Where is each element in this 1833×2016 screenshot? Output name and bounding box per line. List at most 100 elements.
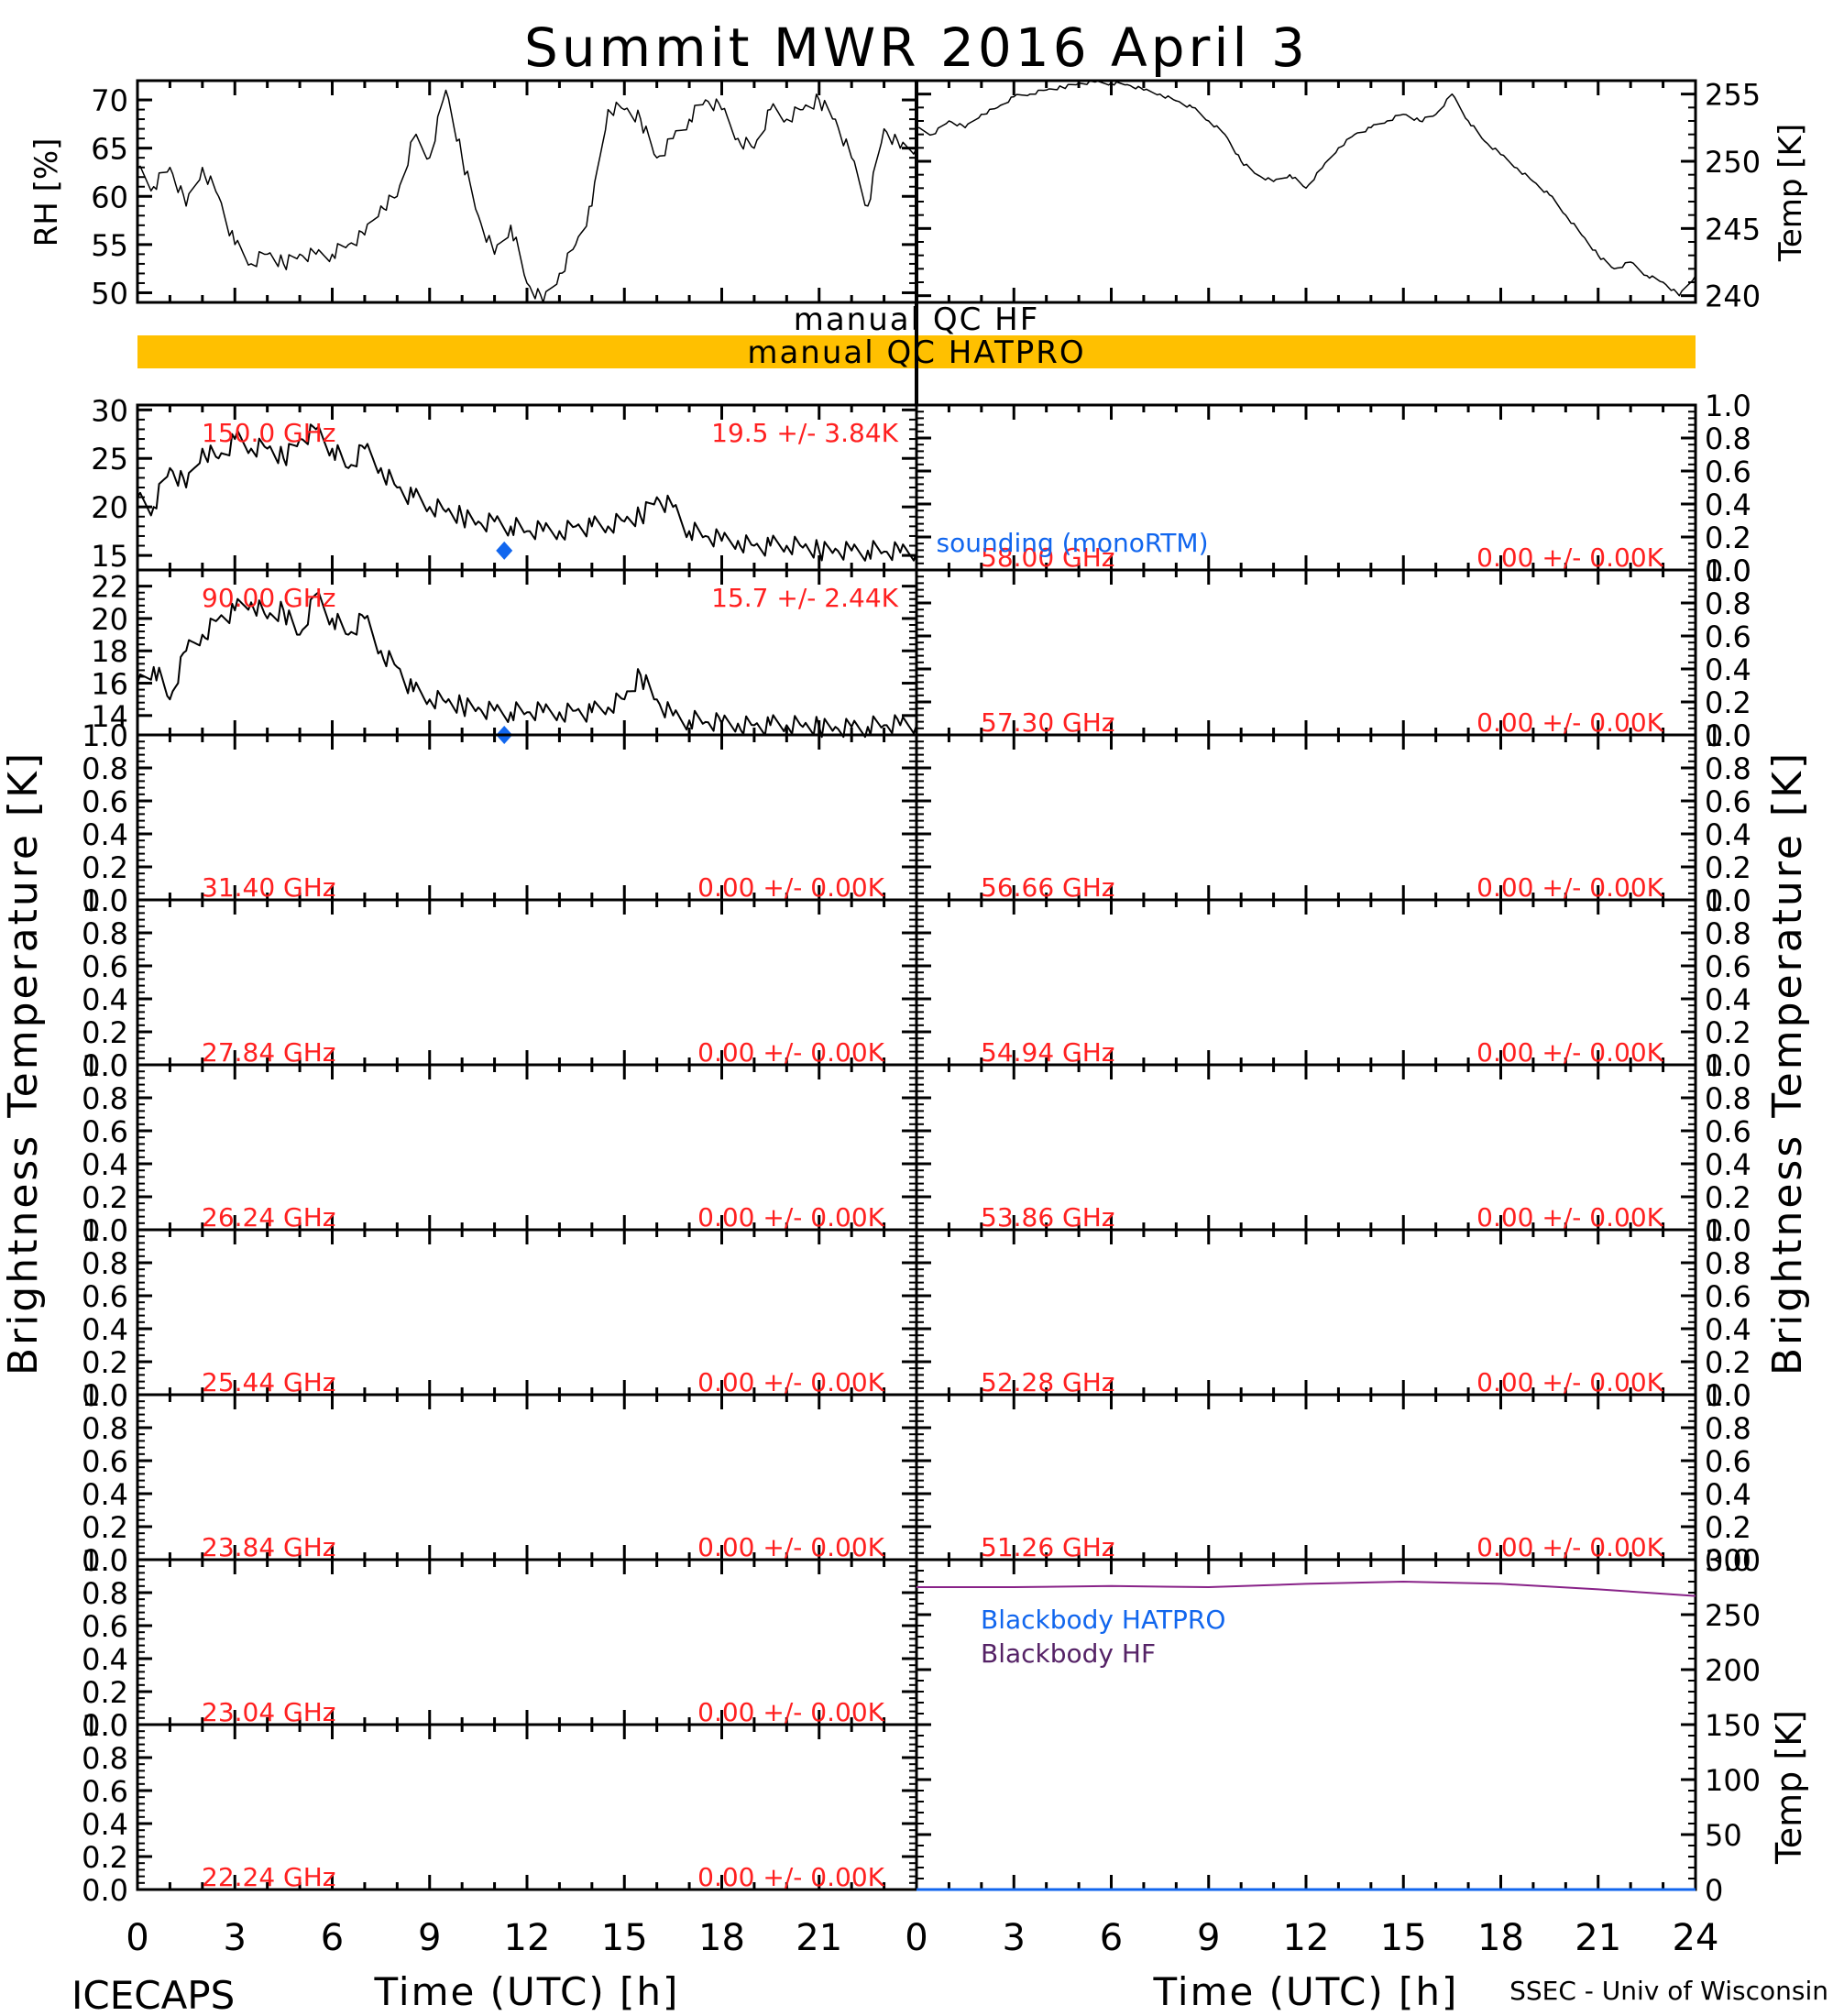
left-panel-ytick-label: 0.0	[82, 1708, 128, 1743]
blackbody-axes-ytick-label: 0	[1705, 1873, 1723, 1908]
rh-axes-ytick-label: 55	[91, 228, 128, 263]
left-panel-ytick-label: 30	[91, 393, 128, 428]
tb-series-line	[137, 423, 917, 562]
right-panel-ytick-label: 0.4	[1705, 1147, 1751, 1182]
channel-stats: 15.7 +/- 2.44K	[711, 583, 898, 613]
time-tick-label-right: 21	[1575, 1917, 1621, 1959]
temp-axes-ytick-label: 245	[1705, 212, 1761, 247]
right-panel-ytick-label: 0.0	[1705, 1543, 1751, 1578]
right-panel-ytick-label: 1.0	[1705, 1048, 1751, 1083]
channel-stats: 0.00 +/- 0.00K	[697, 1367, 884, 1397]
right-panel-ytick-label: 0.4	[1705, 982, 1751, 1017]
tb-axis-label-left: Brightness Temperature [K]	[0, 751, 47, 1375]
right-panel-ytick-label: 0.8	[1705, 1081, 1751, 1116]
left-panel-ytick-label: 0.0	[82, 1048, 128, 1083]
time-axis-label-left: Time (UTC) [h]	[374, 1969, 680, 2014]
footer-credit-label: SSEC - Univ of Wisconsin	[1509, 1976, 1828, 2006]
channel-stats: 0.00 +/- 0.00K	[697, 872, 884, 903]
left-panel-ytick-label: 0.8	[82, 1411, 128, 1446]
left-panel-ytick-label: 0.0	[82, 1873, 128, 1908]
tb-series-line	[137, 591, 917, 739]
time-tick-label-right: 0	[905, 1917, 927, 1959]
time-tick-label-right: 9	[1197, 1917, 1220, 1959]
left-panel-ytick-label: 0.8	[82, 1246, 128, 1281]
blackbody-hf-line	[916, 1581, 1696, 1597]
left-panel-ytick-label: 0.6	[82, 1444, 128, 1479]
left-panel-ytick-label: 0.6	[82, 949, 128, 984]
left-panel-ytick-label: 18	[91, 634, 128, 669]
right-panel-ytick-label: 0.0	[1705, 553, 1751, 588]
channel-stats: 0.00 +/- 0.00K	[1476, 1037, 1663, 1068]
temp-axes-ytick-label: 250	[1705, 145, 1761, 180]
left-panel-ytick-label: 25	[91, 442, 128, 477]
channel-stats: 0.00 +/- 0.00K	[1476, 707, 1663, 738]
channel-stats: 0.00 +/- 0.00K	[1476, 1367, 1663, 1397]
rh-series-line	[137, 89, 917, 303]
right-panel-ytick-label: 0.4	[1705, 817, 1751, 852]
left-panel-ytick-label: 1.0	[82, 1543, 128, 1578]
left-panel-ytick-label: 1.0	[82, 1708, 128, 1743]
rh-axes-ytick-label: 60	[91, 180, 128, 214]
channel-stats: 0.00 +/- 0.00K	[1476, 542, 1663, 573]
temp-axes-ytick-label: 240	[1705, 279, 1761, 314]
right-panel-ytick-label: 0.6	[1705, 1279, 1751, 1314]
right-panel-ytick-label: 0.2	[1705, 1015, 1751, 1050]
time-tick-label-right: 12	[1283, 1917, 1330, 1959]
time-tick-label-left: 15	[601, 1917, 648, 1959]
right-panel-ytick-label: 1.0	[1705, 1378, 1751, 1413]
left-panel-ytick-label: 1.0	[82, 718, 128, 753]
channel-stats: 0.00 +/- 0.00K	[697, 1202, 884, 1233]
right-panel-ytick-label: 0.8	[1705, 586, 1751, 621]
channel-label: 54.94 GHz	[981, 1037, 1115, 1068]
left-panel-ytick-label: 0.2	[82, 1180, 128, 1215]
tb-axis-label-right: Brightness Temperature [K]	[1764, 751, 1811, 1375]
time-axis-label-right: Time (UTC) [h]	[1153, 1969, 1459, 2014]
left-panel-ytick-label: 0.6	[82, 784, 128, 819]
time-tick-label-right: 6	[1100, 1917, 1123, 1959]
left-panel-ytick-label: 0.8	[82, 1741, 128, 1776]
left-panel-ytick-label: 0.8	[82, 916, 128, 951]
time-tick-label-right: 24	[1673, 1917, 1719, 1959]
right-panel-ytick-label: 0.2	[1705, 1345, 1751, 1380]
channel-label: 53.86 GHz	[981, 1202, 1115, 1233]
right-panel-ytick-label: 0.4	[1705, 1477, 1751, 1512]
right-panel-ytick-label: 0.6	[1705, 1114, 1751, 1149]
temp-axes-ytick-label: 255	[1705, 78, 1761, 113]
right-panel-ytick-label: 0.2	[1705, 1180, 1751, 1215]
right-panel-ytick-label: 1.0	[1705, 389, 1751, 423]
channel-label: 23.84 GHz	[202, 1532, 336, 1562]
left-panel-ytick-label: 1.0	[82, 883, 128, 918]
left-panel-ytick-label: 20	[91, 490, 128, 525]
left-panel-ytick-label: 22	[91, 570, 128, 605]
footer-project-label: ICECAPS	[71, 1973, 235, 2016]
time-tick-label-left: 12	[504, 1917, 551, 1959]
right-panel-ytick-label: 0.4	[1705, 652, 1751, 687]
right-panel-ytick-label: 1.0	[1705, 1213, 1751, 1248]
channel-label: 25.44 GHz	[202, 1367, 336, 1397]
right-panel-ytick-label: 0.2	[1705, 685, 1751, 720]
sonde-legend-label: sounding (monoRTM)	[937, 528, 1209, 558]
left-panel-ytick-label: 0.4	[82, 817, 128, 852]
left-panel-ytick-label: 0.6	[82, 1609, 128, 1644]
time-tick-label-left: 21	[796, 1917, 842, 1959]
left-panel-ytick-label: 0.0	[82, 1378, 128, 1413]
left-panel-ytick-label: 0.2	[82, 1015, 128, 1050]
channel-label: 26.24 GHz	[202, 1202, 336, 1233]
right-panel-ytick-label: 0.0	[1705, 883, 1751, 918]
channel-label: 90.00 GHz	[202, 583, 336, 613]
channel-label: 150.0 GHz	[202, 418, 336, 448]
left-panel-ytick-label: 16	[91, 667, 128, 702]
channel-stats: 0.00 +/- 0.00K	[1476, 872, 1663, 903]
blackbody-axes-ytick-label: 150	[1705, 1708, 1761, 1743]
channel-label: 56.66 GHz	[981, 872, 1115, 903]
right-panel-ytick-label: 0.0	[1705, 718, 1751, 753]
left-panel-ytick-label: 0.0	[82, 883, 128, 918]
channel-stats: 0.00 +/- 0.00K	[697, 1862, 884, 1892]
left-panel-ytick-label: 0.6	[82, 1279, 128, 1314]
left-panel-ytick-label: 20	[91, 602, 128, 637]
left-panel-ytick-label: 0.2	[82, 850, 128, 885]
temp-axis-label: Temp [K]	[1773, 124, 1809, 262]
channel-label: 27.84 GHz	[202, 1037, 336, 1068]
channel-stats: 0.00 +/- 0.00K	[1476, 1532, 1663, 1562]
